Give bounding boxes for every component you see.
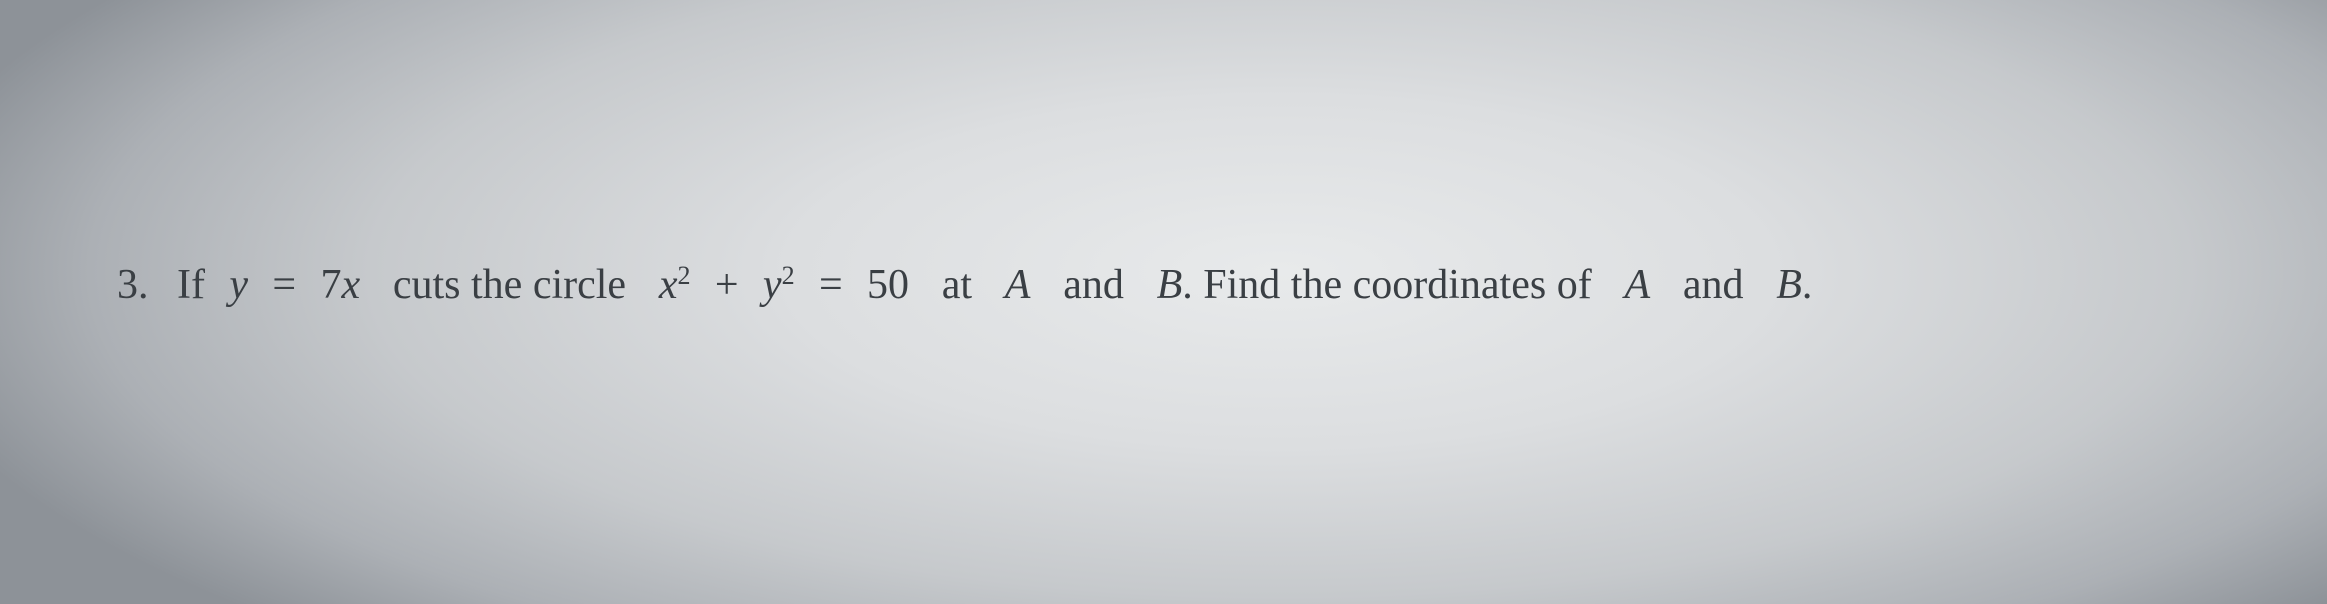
problem-number: 3. [117, 258, 149, 313]
point-b2: B [1776, 262, 1802, 308]
equals-2: = [819, 262, 843, 308]
sup-y2: 2 [782, 261, 795, 290]
text-if: If [177, 262, 205, 308]
problem-line: 3. If y = 7x cuts the circle x2 + y2 = 5… [117, 258, 2267, 313]
text-cuts: cuts the circle [393, 262, 626, 308]
text-and: and [1063, 262, 1124, 308]
text-find: . Find the coordinates of [1182, 262, 1591, 308]
var-x2: x [659, 262, 678, 308]
var-y: y [229, 262, 248, 308]
point-a: A [1005, 262, 1031, 308]
point-a2: A [1624, 262, 1650, 308]
text-and2: and [1683, 262, 1744, 308]
sup-x2: 2 [677, 261, 690, 290]
var-x: x [341, 262, 360, 308]
period: . [1802, 262, 1813, 308]
text-at: at [942, 262, 972, 308]
coef-7: 7 [320, 262, 341, 308]
equals-1: = [272, 262, 296, 308]
plus: + [715, 262, 739, 308]
var-y2: y [763, 262, 782, 308]
val-50: 50 [867, 262, 909, 308]
point-b: B [1157, 262, 1183, 308]
